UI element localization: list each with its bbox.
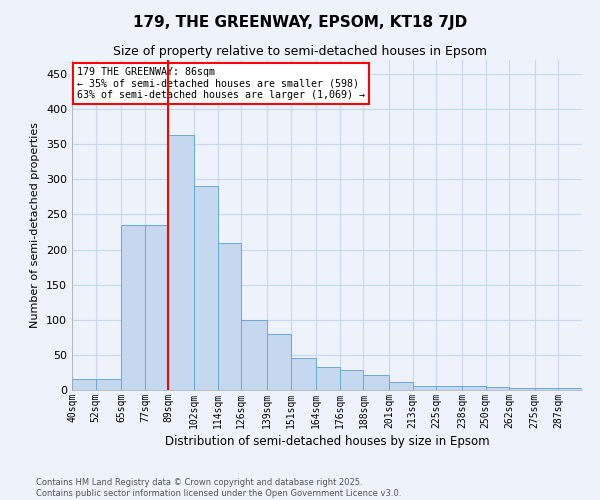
Bar <box>290 358 316 390</box>
Bar <box>316 367 340 390</box>
Text: Size of property relative to semi-detached houses in Epsom: Size of property relative to semi-detach… <box>113 45 487 58</box>
Bar <box>364 374 389 390</box>
Bar <box>389 382 413 390</box>
Bar <box>559 388 582 390</box>
Text: Contains HM Land Registry data © Crown copyright and database right 2025.
Contai: Contains HM Land Registry data © Crown c… <box>36 478 401 498</box>
Bar <box>95 380 121 390</box>
Bar <box>145 225 169 390</box>
Bar <box>267 334 290 390</box>
Bar <box>509 388 535 390</box>
X-axis label: Distribution of semi-detached houses by size in Epsom: Distribution of semi-detached houses by … <box>164 435 490 448</box>
Text: 179 THE GREENWAY: 86sqm
← 35% of semi-detached houses are smaller (598)
63% of s: 179 THE GREENWAY: 86sqm ← 35% of semi-de… <box>77 66 365 100</box>
Bar <box>169 135 194 390</box>
Bar <box>462 386 485 390</box>
Bar <box>413 386 436 390</box>
Y-axis label: Number of semi-detached properties: Number of semi-detached properties <box>31 122 40 328</box>
Bar <box>194 186 218 390</box>
Bar <box>485 387 509 390</box>
Bar <box>218 242 241 390</box>
Bar <box>535 388 559 390</box>
Bar <box>340 370 364 390</box>
Bar <box>121 225 145 390</box>
Bar <box>241 320 267 390</box>
Text: 179, THE GREENWAY, EPSOM, KT18 7JD: 179, THE GREENWAY, EPSOM, KT18 7JD <box>133 15 467 30</box>
Bar <box>72 380 95 390</box>
Bar <box>436 386 462 390</box>
